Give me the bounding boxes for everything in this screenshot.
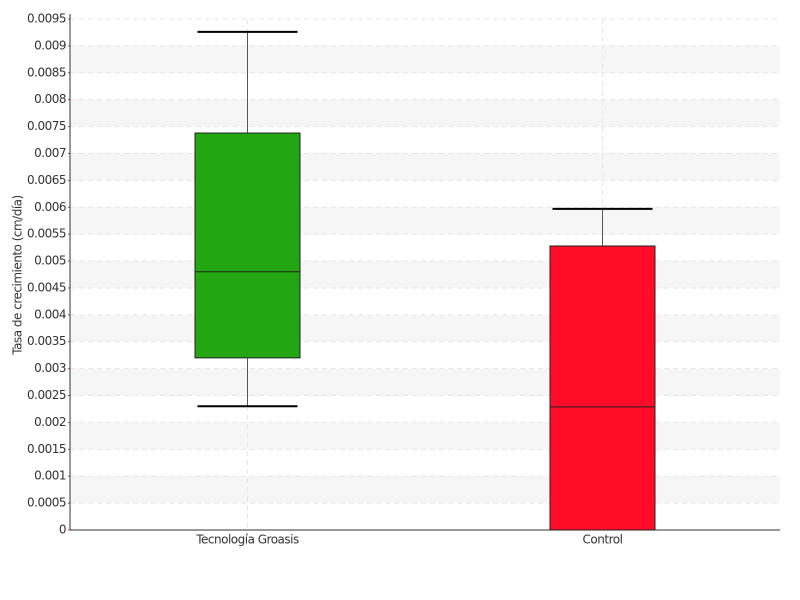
y-tick-label: 0 xyxy=(59,523,66,537)
band xyxy=(70,45,780,73)
y-tick-label: 0.006 xyxy=(34,200,66,214)
y-tick-label: 0.0095 xyxy=(27,12,66,26)
y-tick-label: 0.0065 xyxy=(27,173,66,187)
x-tick-label: Tecnología Groasis xyxy=(195,533,299,547)
band xyxy=(70,99,780,127)
y-tick-label: 0.001 xyxy=(34,469,66,483)
y-tick-label: 0.0045 xyxy=(27,280,66,294)
box xyxy=(194,132,301,359)
y-tick-label: 0.009 xyxy=(34,38,66,52)
band xyxy=(70,368,780,396)
band xyxy=(70,476,780,504)
y-tick-label: 0.0055 xyxy=(27,227,66,241)
y-tick-label: 0.005 xyxy=(34,254,66,268)
y-axis-label: Tasa de crecimiento (cm/día) xyxy=(11,195,25,355)
y-tick-label: 0.0005 xyxy=(27,496,66,510)
y-tick-label: 0.008 xyxy=(34,92,66,106)
box xyxy=(549,245,656,531)
x-tick-label: Control xyxy=(583,533,623,547)
y-tick-label: 0.007 xyxy=(34,146,66,160)
y-tick-label: 0.004 xyxy=(34,307,66,321)
y-tick-label: 0.0085 xyxy=(27,65,66,79)
y-tick-label: 0.0025 xyxy=(27,388,66,402)
y-tick-label: 0.0075 xyxy=(27,119,66,133)
y-tick-label: 0.003 xyxy=(34,361,66,375)
y-tick-label: 0.0015 xyxy=(27,442,66,456)
band xyxy=(70,314,780,342)
band xyxy=(70,207,780,235)
band xyxy=(70,422,780,450)
band xyxy=(70,153,780,181)
band xyxy=(70,261,780,288)
y-tick-label: 0.0035 xyxy=(27,334,66,348)
y-tick-label: 0.002 xyxy=(34,415,66,429)
